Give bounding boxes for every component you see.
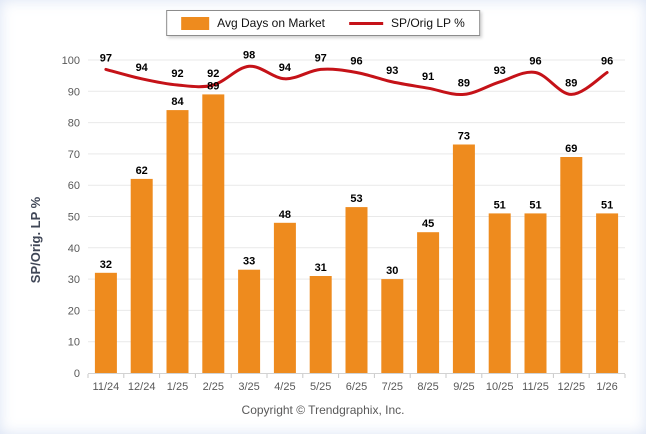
bar-value-label: 48 (279, 209, 291, 221)
line-value-label: 96 (350, 56, 362, 68)
line-value-label: 93 (386, 65, 398, 77)
x-tick-label: 3/25 (238, 381, 259, 393)
line-value-label: 92 (171, 68, 183, 80)
trend-line (104, 64, 609, 97)
line-value-label: 92 (207, 68, 219, 80)
x-tick-label: 5/25 (310, 381, 331, 393)
x-tick-label: 12/24 (128, 381, 156, 393)
x-tick-label: 11/25 (522, 381, 549, 393)
bar (202, 94, 225, 374)
line-value-label: 93 (494, 65, 506, 77)
bar-value-label: 31 (315, 262, 327, 274)
line-value-label: 96 (529, 56, 541, 68)
x-tick-label: 6/25 (346, 381, 367, 393)
bar (94, 272, 117, 373)
bar (452, 144, 475, 373)
legend-bar-label: Avg Days on Market (217, 16, 326, 30)
bar-value-label: 30 (386, 265, 398, 277)
bar (166, 110, 189, 373)
x-tick-label: 4/25 (274, 381, 295, 393)
y-tick-label: 90 (68, 86, 80, 98)
chart-legend: Avg Days on Market SP/Orig LP % (166, 10, 480, 36)
bar (417, 232, 440, 374)
line-value-label: 97 (100, 52, 112, 64)
x-tick-label: 9/25 (453, 381, 474, 393)
bar-value-label: 69 (565, 143, 577, 155)
x-tick-label: 7/25 (382, 381, 403, 393)
copyright-text: Copyright © Trendgraphix, Inc. (241, 403, 405, 417)
x-tick-label: 8/25 (417, 381, 438, 393)
legend-line-swatch (349, 21, 384, 25)
x-tick-label: 1/25 (167, 381, 188, 393)
bar (381, 279, 404, 373)
bar (309, 276, 332, 373)
bar (130, 178, 153, 373)
line-value-label: 89 (565, 77, 577, 89)
line-value-label: 91 (422, 71, 434, 83)
legend-bar-swatch (181, 16, 210, 30)
bar-value-label: 45 (422, 218, 434, 230)
bar-value-label: 89 (207, 80, 219, 92)
y-tick-label: 30 (68, 274, 80, 286)
y-tick-label: 40 (68, 243, 80, 255)
line-value-label: 89 (458, 77, 470, 89)
y-tick-label: 70 (68, 149, 80, 161)
y-tick-label: 100 (62, 55, 80, 67)
bar-value-label: 33 (243, 256, 255, 268)
y-tick-label: 0 (74, 368, 80, 380)
line-value-label: 98 (243, 49, 255, 61)
bar (345, 207, 368, 373)
line-value-label: 94 (136, 62, 149, 74)
bar-value-label: 53 (350, 193, 362, 205)
bar (273, 222, 296, 373)
y-tick-label: 10 (68, 337, 80, 349)
bar-value-label: 84 (171, 96, 184, 108)
bar-value-label: 51 (601, 199, 613, 211)
legend-line-label: SP/Orig LP % (391, 16, 465, 30)
line-value-label: 97 (315, 52, 327, 64)
x-tick-label: 10/25 (486, 381, 514, 393)
bar (560, 157, 583, 373)
x-tick-label: 2/25 (203, 381, 224, 393)
y-tick-label: 50 (68, 212, 80, 224)
x-tick-label: 12/25 (558, 381, 586, 393)
y-tick-label: 60 (68, 180, 80, 192)
bar (238, 269, 261, 373)
bar-value-label: 73 (458, 131, 470, 143)
bar-value-label: 51 (529, 199, 541, 211)
bar-value-label: 62 (136, 165, 148, 177)
bar (524, 213, 547, 373)
y-tick-label: 20 (68, 305, 80, 317)
line-value-label: 96 (601, 56, 613, 68)
bar (488, 213, 511, 373)
bar-value-label: 32 (100, 259, 112, 271)
x-tick-label: 11/24 (93, 381, 120, 393)
y-tick-label: 80 (68, 118, 80, 130)
x-tick-label: 1/26 (596, 381, 617, 393)
bar-value-label: 51 (494, 199, 506, 211)
line-value-label: 94 (279, 62, 292, 74)
bar (596, 213, 619, 373)
y-axis-title: SP/Orig. LP % (28, 196, 43, 283)
